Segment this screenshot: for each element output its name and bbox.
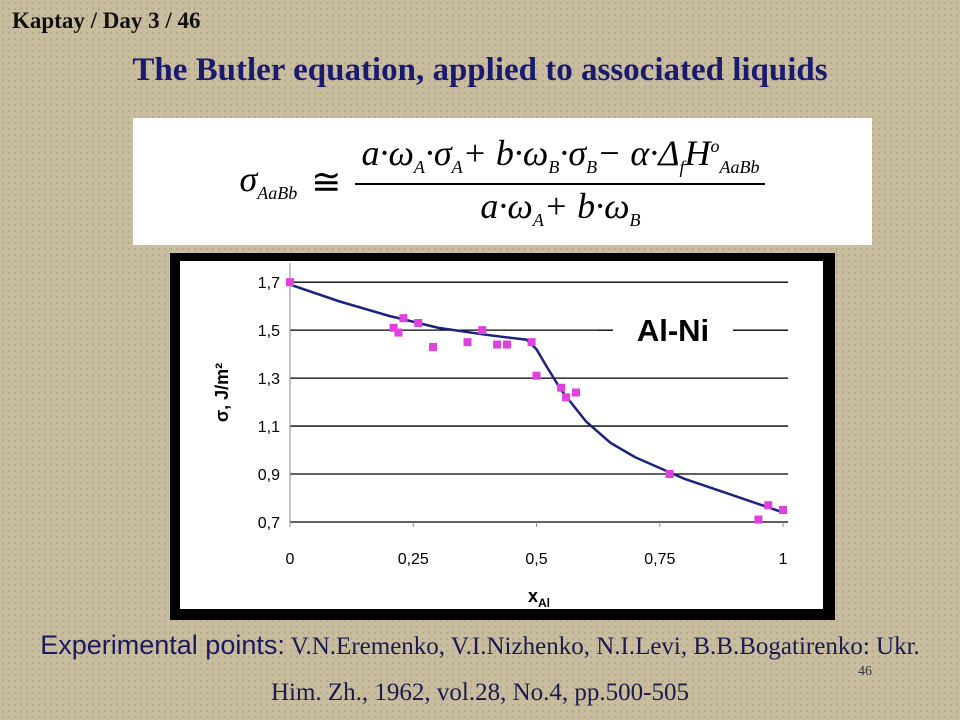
formula-token: H [684,133,711,174]
formula-token: B [586,157,598,178]
formula-token: B [548,157,560,178]
fraction: a·ωA·σA+ b·ωB·σB− α·ΔfHoAaBb a·ωA+ b·ωB [355,132,766,231]
y-tick-label: 0,9 [258,467,280,484]
formula-token: a·ω [361,133,414,174]
formula-relation: ≅ [311,161,342,202]
denominator: a·ωA+ b·ωB [474,185,646,231]
data-point [764,501,773,510]
data-point [754,515,763,524]
data-point [532,371,541,380]
x-axis-label-sub: Al [538,596,550,610]
citation-lead: Experimental points: [40,630,285,660]
formula-token: σ [239,159,258,200]
y-tick-label: 1,5 [258,323,280,340]
legend-box [613,310,733,351]
formula-token: o [710,136,720,157]
x-tick-label: 0,25 [398,551,429,568]
data-point [463,338,472,347]
formula-token: B [629,209,641,230]
data-point [779,506,788,515]
data-point [478,326,487,335]
formula-token: AaBb [719,157,760,178]
chart: 0,70,91,11,31,51,70 0,25 0,5 0,75 1σ, J/m²xA… [170,253,835,620]
data-point [428,342,437,351]
formula-token: f [679,157,685,178]
legend-label: Al-Ni [637,313,709,348]
formula: σAaBb ≅ a·ωA·σA+ b·ωB·σB− α·ΔfHoAaBb a·ωA… [133,118,872,245]
x-tick-label: 1 [779,551,788,568]
data-point [557,383,566,392]
formula-token: a·ω [480,185,533,226]
numerator: a·ωA·σA+ b·ωB·σB− α·ΔfHoAaBb [355,132,766,185]
formula-token: ·σ [424,133,452,174]
x-tick-label: 0,5 [525,551,547,568]
data-point [502,340,511,349]
data-point [399,314,408,323]
x-tick-label: 0,75 [644,551,675,568]
x-axis-label-main: x [528,586,538,606]
x-axis-label: xAl [528,586,550,610]
page-number: 46 [858,664,872,679]
y-tick-label: 1,1 [258,419,280,436]
formula-lhs: σAaBb [240,158,298,204]
citation-text: V.N.Eremenko, V.I.Nizhenko, N.I.Levi, B.… [270,633,920,706]
y-tick-label: 0,7 [258,515,280,532]
formula-token: A [532,209,544,230]
data-point [389,323,398,332]
data-point [414,318,423,327]
x-tick-label: 0 [286,551,295,568]
formula-token: A [451,157,463,178]
data-point [493,340,502,349]
formula-token: − α·Δ [597,133,680,174]
formula-token: AaBb [257,183,298,204]
y-axis-label: σ, J/m² [212,363,232,422]
data-point [286,278,294,287]
y-tick-label: 1,3 [258,371,280,388]
data-point [665,470,674,479]
formula-token: ·σ [559,133,587,174]
formula-token: + b·ω [462,133,549,174]
data-point [562,393,571,402]
data-point [571,388,580,397]
formula-token: + b·ω [543,185,630,226]
data-point [527,338,536,347]
y-tick-label: 1,7 [258,275,280,292]
title: The Butler equation, applied to associat… [132,52,828,88]
formula-token: A [413,157,425,178]
header: Kaptay / Day 3 / 46 [12,8,201,33]
citation: Experimental points: V.N.Eremenko, V.I.N… [40,622,920,716]
data-point [394,328,403,337]
